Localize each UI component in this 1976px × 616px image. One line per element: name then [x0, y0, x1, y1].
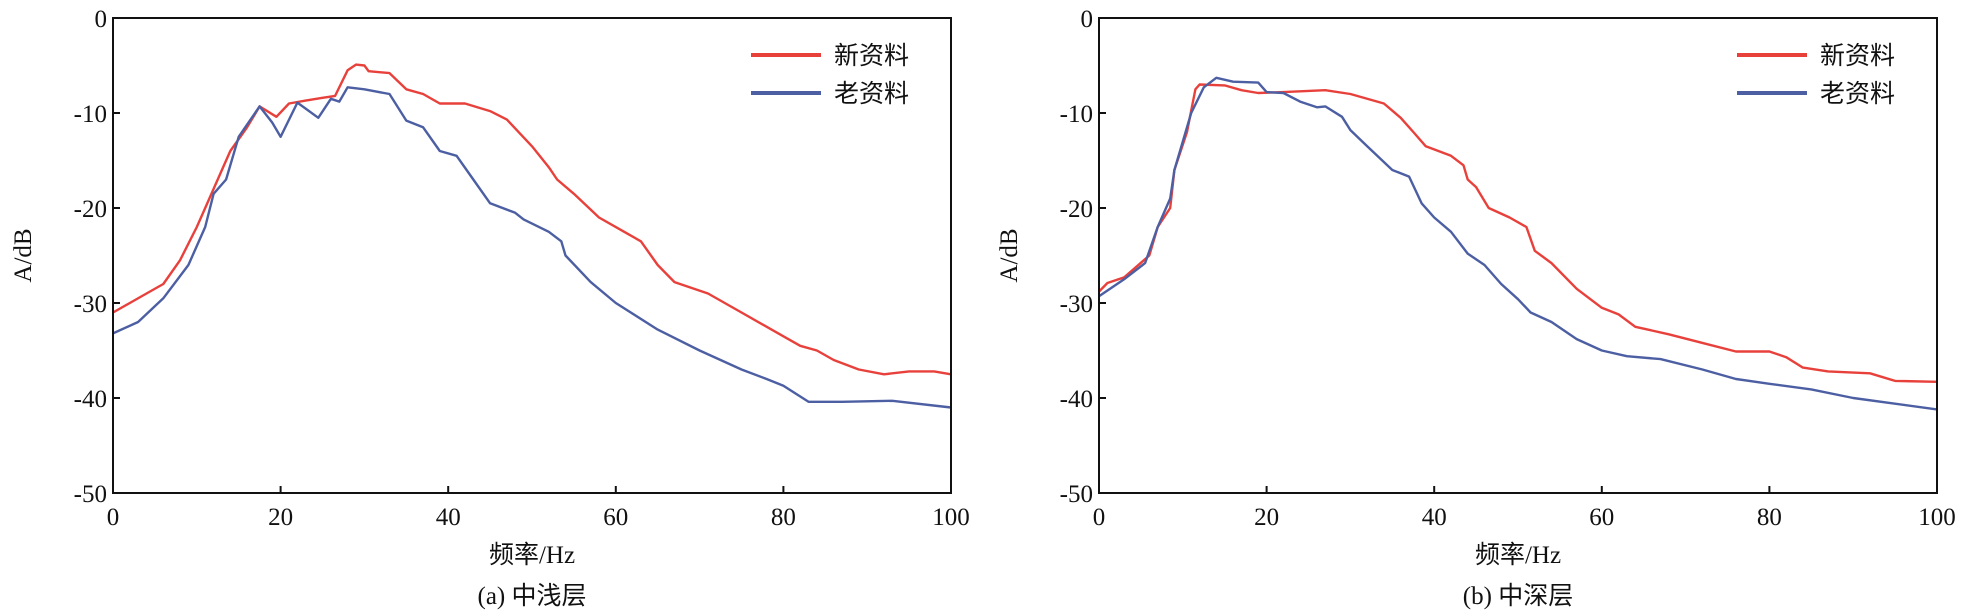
plot-frame: [112, 17, 952, 494]
y-tick-label: -20: [74, 196, 107, 223]
y-tick-label: -50: [1060, 481, 1093, 508]
plot-frame: [1098, 17, 1938, 494]
y-tick-label: 0: [1081, 6, 1094, 33]
x-tick-label: 80: [1757, 504, 1782, 531]
x-axis-label: 频率/Hz: [1475, 541, 1561, 569]
series-line-new: [112, 63, 952, 376]
x-axis-label: 频率/Hz: [489, 541, 575, 569]
legend-label: 新资料: [1820, 42, 1895, 70]
x-tick-label: 20: [1254, 504, 1279, 531]
legend-label: 新资料: [834, 42, 909, 70]
y-axis-label: A/dB: [996, 228, 1023, 282]
series-line-old: [1098, 76, 1938, 411]
y-tick-label: -30: [1060, 291, 1093, 318]
x-tick-label: 40: [436, 504, 461, 531]
x-tick-label: 20: [268, 504, 293, 531]
y-tick-label: -10: [74, 101, 107, 128]
legend-label: 老资料: [1820, 80, 1895, 108]
chart-caption: (b) 中深层: [1463, 582, 1573, 610]
y-tick-label: -50: [74, 481, 107, 508]
chart-caption: (a) 中浅层: [478, 582, 587, 610]
x-tick-label: 0: [1093, 504, 1106, 531]
series-line-old: [112, 86, 952, 409]
x-tick-label: 100: [932, 504, 970, 531]
y-tick-label: -10: [1060, 101, 1093, 128]
chart-panel-a: 0 20 40 60 80 100 0 -10 -20 -30 -40 -50 频率/Hz A/dB (a)…: [10, 6, 970, 610]
x-tick-label: 60: [1589, 504, 1614, 531]
y-tick-label: 0: [95, 6, 108, 33]
x-tick-label: 100: [1918, 504, 1956, 531]
x-tick-label: 60: [603, 504, 628, 531]
series-line-new: [1098, 83, 1938, 383]
legend-label: 老资料: [834, 80, 909, 108]
chart-panel-b: 0 20 40 60 80 100 0 -10 -20 -30 -40 -50 频率/Hz A/dB (b)…: [996, 6, 1956, 610]
x-tick-label: 40: [1422, 504, 1447, 531]
y-axis-label: A/dB: [10, 228, 37, 282]
y-tick-label: -40: [1060, 386, 1093, 413]
y-tick-label: -40: [74, 386, 107, 413]
y-tick-label: -30: [74, 291, 107, 318]
x-tick-label: 80: [771, 504, 796, 531]
y-tick-label: -20: [1060, 196, 1093, 223]
x-tick-label: 0: [107, 504, 120, 531]
